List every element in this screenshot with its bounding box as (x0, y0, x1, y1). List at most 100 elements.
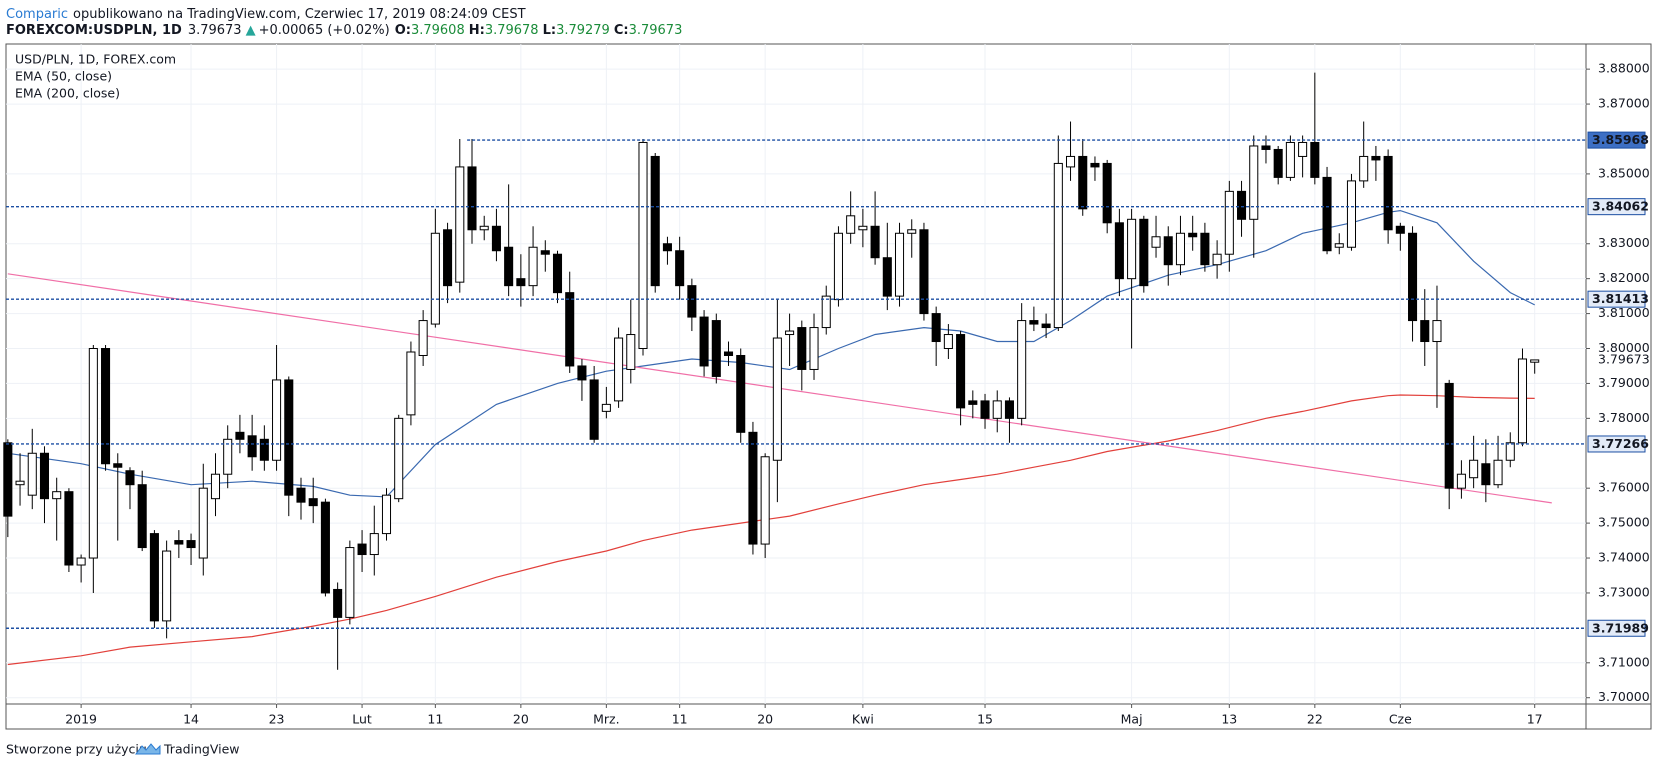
candle-body (1114, 222, 1124, 280)
x-tick-label: 13 (1221, 712, 1237, 727)
ema-line (7, 209, 1535, 498)
candle-body (174, 540, 184, 545)
candle-body (638, 141, 648, 350)
legend-entry: EMA (50, close) (15, 69, 112, 84)
candle-body (333, 588, 343, 618)
candle-body (711, 320, 721, 377)
candle-body (809, 327, 819, 370)
candle-body (1456, 473, 1466, 489)
ohlc-value: 3.79279 (556, 23, 610, 38)
candle-body (1493, 459, 1503, 486)
candle-body (1249, 145, 1259, 220)
level-label-box (1587, 198, 1646, 216)
candle-body (76, 557, 86, 566)
candle-body (15, 480, 25, 486)
candle-body (552, 253, 563, 294)
candle-body (528, 246, 538, 287)
candle-body (601, 403, 611, 412)
candle-body (894, 232, 905, 297)
x-tick-label: Lut (352, 712, 372, 727)
candle-body (1395, 225, 1405, 234)
candle-body (748, 431, 758, 545)
tv-logo (135, 743, 161, 755)
plot: 3.70000 3.71000 3.73000 3.74000 3.75000 3.760… (3, 44, 1650, 727)
candle-body (479, 225, 489, 231)
candle-body (308, 498, 318, 507)
candle-body (675, 250, 685, 287)
candle-body (3, 442, 13, 517)
candle-body (882, 257, 892, 297)
legend-symbol: USD/PLN, 1D, FOREX.com (15, 52, 176, 67)
y-tick-label: 3.83000 (1598, 235, 1650, 250)
candle-body (1224, 190, 1234, 255)
candle-body (1188, 232, 1198, 238)
candle-body (1139, 218, 1149, 287)
candle-body (614, 337, 624, 402)
level-label-box (1587, 290, 1646, 308)
candle-body (27, 452, 37, 496)
candle-body (162, 550, 172, 622)
candle-body (650, 155, 660, 287)
candle-body (101, 348, 111, 465)
y-tick-label: 3.80000 (1598, 340, 1650, 355)
candle-body (589, 379, 599, 440)
x-tick-label: Maj (1121, 712, 1143, 727)
candle-body (1334, 243, 1344, 248)
candle-body (113, 463, 123, 468)
candle-body (577, 365, 587, 381)
level-label: 3.77266 (1592, 436, 1649, 451)
x-tick-label: 15 (977, 712, 993, 727)
level-label-box (1587, 131, 1646, 149)
y-tick-label: 3.79000 (1598, 375, 1650, 390)
candle-body (1078, 155, 1088, 210)
candle-body (1102, 162, 1112, 224)
footer-brand: TradingView (163, 742, 240, 757)
y-tick-label: 3.85000 (1598, 165, 1650, 180)
candle-body (345, 547, 355, 618)
candle-body (919, 229, 929, 315)
candle-body (687, 285, 697, 318)
candle-body (443, 229, 453, 287)
ohlc-key: L: (543, 23, 556, 38)
legend-entry: EMA (200, close) (15, 86, 120, 101)
candle-body (64, 491, 74, 566)
x-tick-label: Kwi (852, 712, 874, 727)
level-label: 3.85968 (1592, 132, 1649, 147)
candle-body (1517, 358, 1528, 444)
candle-body (455, 166, 465, 283)
x-tick-label: Cze (1389, 712, 1412, 727)
candle-body (1322, 176, 1332, 252)
candle-body (52, 491, 62, 500)
last-price-label: 3.79673 (1598, 351, 1650, 366)
candle-body (186, 540, 196, 549)
candle-body (1065, 155, 1076, 168)
candle-body (1285, 141, 1295, 178)
candle-body (1530, 359, 1540, 363)
candle-body (149, 533, 159, 622)
candle-body (565, 292, 575, 367)
candle-body (516, 278, 526, 287)
ohlc-key: H: (469, 23, 485, 38)
symbol: FOREXCOM:USDPLN, 1D (6, 23, 182, 38)
candle-body (736, 354, 746, 433)
candle-body (296, 487, 306, 503)
candle-body (1212, 253, 1222, 266)
y-tick-label: 3.76000 (1598, 480, 1650, 495)
candle-body (540, 250, 550, 255)
x-tick-label: 14 (183, 712, 199, 727)
level-label: 3.71989 (1592, 620, 1649, 635)
arrow: ▲ (246, 23, 256, 38)
candle-body (1273, 148, 1283, 178)
candle-body (760, 456, 770, 545)
candle-body (797, 327, 807, 370)
candle-body (430, 232, 440, 325)
candle-body (223, 438, 233, 475)
candle-body (491, 225, 501, 252)
candle-body (418, 320, 428, 356)
candle-body (198, 487, 208, 559)
y-tick-label: 3.73000 (1598, 584, 1650, 599)
candle-body (833, 232, 843, 301)
candle-body (125, 470, 135, 486)
